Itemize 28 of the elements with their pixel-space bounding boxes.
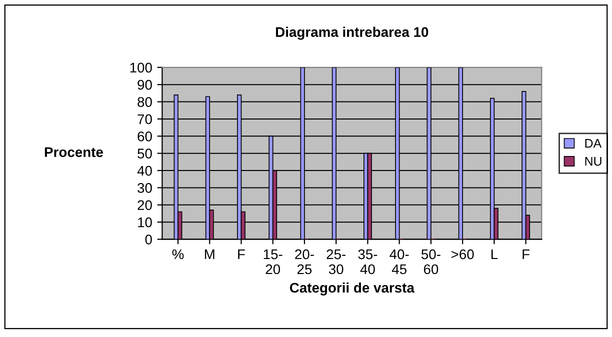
y-tick-label: 30 (138, 183, 152, 193)
y-tick-label: 0 (145, 234, 152, 244)
x-tick-label: 15- 20 (264, 250, 282, 274)
x-tick-label: F (522, 250, 530, 260)
x-tick-label: 25- 30 (326, 249, 346, 274)
y-tick-label: 80 (138, 97, 152, 107)
x-tick-label: 35- 40 (358, 249, 378, 274)
y-tick-label: 60 (138, 131, 152, 142)
legend-label: DA (585, 139, 602, 148)
legend-label: NU (585, 156, 602, 166)
x-tick-label: F (238, 250, 245, 260)
y-tick-label: 10 (138, 217, 152, 228)
y-tick-label: 20 (138, 200, 152, 210)
y-tick-label: 100 (130, 62, 152, 73)
x-tick-label: 50- 60 (421, 249, 440, 274)
y-tick-label: 70 (138, 114, 152, 124)
x-tick-label: M (204, 250, 214, 260)
x-tick-label: L (491, 250, 498, 260)
x-tick-label: >60 (451, 249, 474, 260)
y-tick-label: 90 (138, 80, 152, 90)
y-axis-title: Procente (44, 147, 103, 158)
x-tick-label: 40- 45 (390, 249, 409, 274)
chart-title: Diagrama intrebarea 10 (276, 26, 428, 40)
x-tick-label: % (172, 249, 184, 260)
y-tick-label: 50 (138, 148, 152, 159)
x-tick-label: 20- 25 (295, 249, 314, 274)
x-axis-title: Categorii de varsta (290, 282, 415, 296)
y-tick-label: 40 (137, 166, 152, 176)
